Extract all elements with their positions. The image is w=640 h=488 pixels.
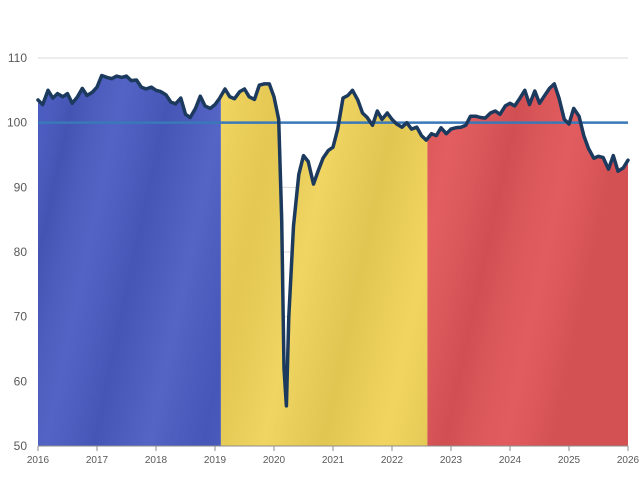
y-tick-label-70: 70 [14, 310, 28, 324]
x-tick-label-2022: 2022 [381, 455, 404, 466]
y-tick-label-110: 110 [8, 51, 27, 65]
x-axis-ticks: 2016 2017 2018 2019 2020 2021 2022 2023 2024 2025… [27, 446, 640, 466]
y-tick-label-60: 60 [14, 374, 28, 388]
x-tick-label-2025: 2025 [558, 455, 581, 466]
x-tick-label-2026: 2026 [617, 455, 640, 466]
x-tick-label-2023: 2023 [440, 455, 463, 466]
y-tick-label-50: 50 [14, 439, 28, 453]
x-tick-label-2020: 2020 [263, 455, 286, 466]
y-tick-label-100: 100 [7, 116, 27, 130]
y-tick-label-80: 80 [14, 245, 28, 259]
x-tick-label-2018: 2018 [145, 455, 168, 466]
x-tick-label-2021: 2021 [322, 455, 345, 466]
x-tick-label-2019: 2019 [204, 455, 227, 466]
y-axis-ticks: 50 60 70 80 90 100 110 [7, 51, 27, 453]
y-tick-label-90: 90 [14, 180, 28, 194]
x-tick-label-2016: 2016 [27, 455, 50, 466]
x-tick-label-2024: 2024 [499, 455, 522, 466]
x-tick-label-2017: 2017 [86, 455, 109, 466]
series-line [36, 73, 630, 408]
